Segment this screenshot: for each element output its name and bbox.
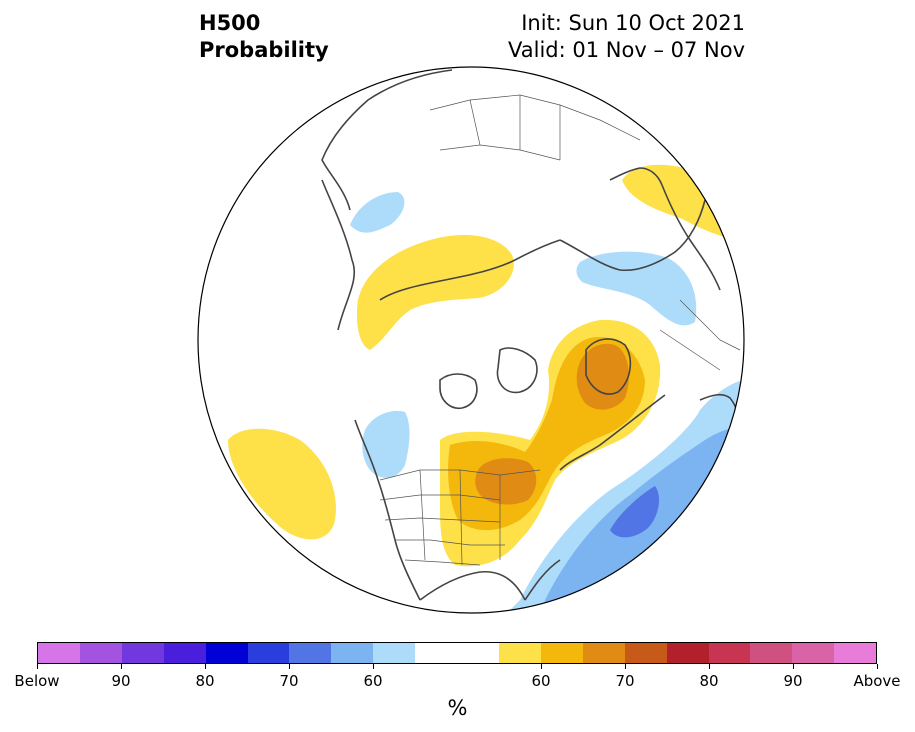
colorbar-tick-label: 80 — [195, 672, 215, 690]
colorbar-swatch-16 — [708, 643, 751, 663]
colorbar-tick-label: 90 — [111, 672, 131, 690]
coastlines — [321, 69, 742, 601]
colorbar-tick-mark — [877, 664, 878, 669]
title-variable: H500 — [199, 11, 261, 35]
colorbar-tick-mark — [793, 664, 794, 669]
colorbar-swatch-2 — [121, 643, 164, 663]
colorbar-tick-mark — [625, 664, 626, 669]
title-valid-range: Valid: 01 Nov – 07 Nov — [508, 38, 745, 62]
region-na-above-core — [475, 458, 537, 505]
polar-map-svg — [197, 66, 745, 614]
region-scandinavia-above — [622, 164, 740, 240]
colorbar-swatch-12 — [540, 643, 583, 663]
colorbar-swatch-1 — [79, 643, 122, 663]
colorbar-tick-label: 70 — [279, 672, 299, 690]
colorbar-tick-label: 60 — [363, 672, 383, 690]
title-left: H500 Probability — [199, 10, 329, 64]
colorbar-swatch-6 — [289, 643, 332, 663]
polar-map — [197, 66, 745, 614]
region-siberia-above — [356, 235, 514, 350]
colorbar-tick-mark — [121, 664, 122, 669]
colorbar-tick-mark — [541, 664, 542, 669]
colorbar-swatch-10 — [457, 643, 499, 663]
colorbar-tick-mark — [709, 664, 710, 669]
colorbar-tick-label: 90 — [783, 672, 803, 690]
title-product: Probability — [199, 38, 329, 62]
colorbar-swatch-4 — [205, 643, 248, 663]
title-right: Init: Sun 10 Oct 2021 Valid: 01 Nov – 07… — [508, 10, 745, 64]
colorbar-swatch-7 — [331, 643, 374, 663]
colorbar-swatch-18 — [792, 643, 835, 663]
colorbar-ticks — [0, 664, 915, 670]
colorbar-tick-label: 80 — [699, 672, 719, 690]
colorbar-unit-label: % — [447, 696, 468, 720]
colorbar-swatch-5 — [247, 643, 290, 663]
colorbar-tick-mark — [289, 664, 290, 669]
colorbar-tick-mark — [205, 664, 206, 669]
region-west-siberia-below — [350, 192, 405, 233]
colorbar — [37, 642, 877, 664]
colorbar-tick-mark — [37, 664, 38, 669]
colorbar-tick-label: 60 — [531, 672, 551, 690]
region-pacific-above — [228, 428, 336, 540]
colorbar-swatch-15 — [666, 643, 709, 663]
political-borders — [379, 94, 741, 566]
colorbar-swatch-9 — [415, 643, 458, 663]
colorbar-swatch-3 — [163, 643, 206, 663]
colorbar-swatch-0 — [38, 643, 80, 663]
colorbar-swatch-14 — [624, 643, 667, 663]
colorbar-tick-label: 70 — [615, 672, 635, 690]
colorbar-swatch-11 — [498, 643, 541, 663]
title-init-date: Init: Sun 10 Oct 2021 — [521, 11, 745, 35]
globe-content — [198, 67, 744, 613]
colorbar-tick-mark — [373, 664, 374, 669]
colorbar-swatch-13 — [582, 643, 625, 663]
colorbar-tick-labels: Below 90 80 70 60 60 70 80 90 Above — [0, 672, 915, 692]
region-alaska-below — [362, 410, 410, 478]
colorbar-swatch-8 — [373, 643, 416, 663]
colorbar-swatch-17 — [750, 643, 793, 663]
colorbar-swatch-19 — [834, 643, 877, 663]
region-europe-below-core — [610, 486, 660, 538]
globe-outline — [197, 66, 745, 614]
colorbar-tick-label: Above — [853, 672, 901, 690]
colorbar-tick-label: Below — [14, 672, 60, 690]
region-north-europe-below — [576, 251, 697, 326]
